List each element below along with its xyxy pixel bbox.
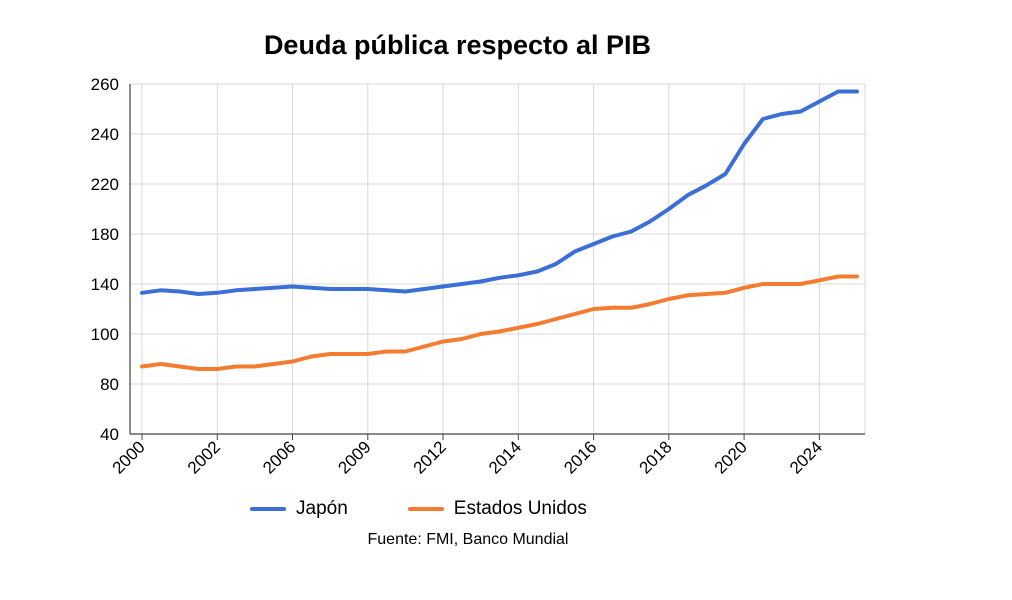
y-tick-label: 80 <box>100 375 119 394</box>
x-tick-label: 2020 <box>711 437 751 477</box>
legend-item-japon[interactable]: Japón <box>250 498 348 520</box>
x-tick-label: 2012 <box>410 437 450 477</box>
y-tick-label: 260 <box>91 75 119 94</box>
y-tick-label: 140 <box>91 275 119 294</box>
series-line-estados-unidos <box>140 274 859 371</box>
legend-swatch-estados-unidos <box>407 507 444 511</box>
chart-title: Deuda pública respecto al PIB <box>263 30 652 60</box>
x-axis-ticks: 2000 2002 2006 2009 2012 2014 2016 2018 2020 2024 <box>109 437 827 477</box>
x-tick-label: 2018 <box>635 437 675 477</box>
legend-label-japon: Japón <box>296 498 348 519</box>
series-layer <box>140 89 859 371</box>
legend-item-estados-unidos[interactable]: Estados Unidos <box>407 498 587 520</box>
series-line-japon <box>140 89 859 296</box>
y-tick-label: 100 <box>91 325 119 344</box>
x-tick-label: 2009 <box>334 437 374 477</box>
axes <box>129 84 865 440</box>
source-note: Fuente: FMI, Banco Mundial <box>367 531 569 548</box>
grid <box>130 83 866 434</box>
y-tick-label: 40 <box>100 425 119 444</box>
x-tick-label: 2002 <box>184 437 224 477</box>
x-tick-label: 2024 <box>786 437 826 477</box>
legend: Japón Estados Unidos <box>250 498 587 520</box>
x-tick-label: 2014 <box>485 437 525 477</box>
legend-swatch-japon <box>250 507 286 511</box>
y-axis-ticks: 40 80 100 140 180 220 240 260 <box>91 75 119 444</box>
x-tick-label: 2016 <box>560 437 600 477</box>
legend-label-estados-unidos: Estados Unidos <box>453 498 587 519</box>
y-tick-label: 240 <box>91 125 119 144</box>
y-tick-label: 180 <box>91 225 119 244</box>
y-tick-label: 220 <box>91 175 119 194</box>
x-tick-label: 2006 <box>259 437 299 477</box>
